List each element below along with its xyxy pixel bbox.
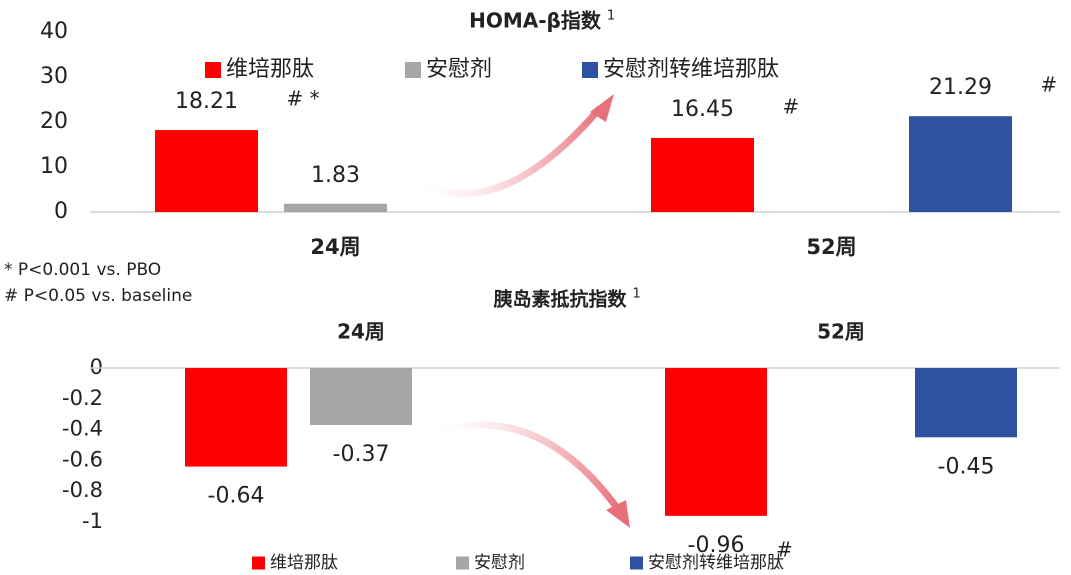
title-superscript: 1 xyxy=(633,287,641,302)
arrowhead xyxy=(590,94,614,122)
y-tick-label: 40 xyxy=(40,19,68,44)
y-tick-label: 0 xyxy=(90,355,103,379)
bar xyxy=(909,116,1012,212)
legend-label: 安慰剂转维培那肽 xyxy=(648,553,784,573)
x-tick-label: 24周 xyxy=(337,320,385,344)
legend-swatch xyxy=(252,556,265,570)
y-tick-label: -1 xyxy=(82,509,103,533)
significance-note: # xyxy=(1041,73,1058,97)
y-tick-label: 0 xyxy=(54,199,68,224)
value-label: -0.96 xyxy=(688,533,745,558)
bar xyxy=(310,368,412,425)
bar xyxy=(185,368,287,467)
legend-label: 安慰剂 xyxy=(474,553,525,573)
footnote: * P<0.001 vs. PBO xyxy=(4,260,161,280)
bar xyxy=(665,368,767,516)
legend-swatch xyxy=(205,62,221,78)
bar xyxy=(915,368,1017,438)
y-tick-label: -0.8 xyxy=(62,478,103,502)
legend-label: 安慰剂 xyxy=(426,57,492,82)
arrow xyxy=(416,105,603,197)
y-tick-label: 10 xyxy=(40,154,68,179)
x-tick-label: 24周 xyxy=(310,235,360,259)
significance-note: # * xyxy=(287,87,320,111)
significance-note: # xyxy=(783,94,800,118)
y-tick-label: -0.2 xyxy=(62,386,103,410)
legend-swatch xyxy=(582,62,598,78)
legend-label: 维培那肽 xyxy=(270,553,338,573)
title-superscript: 1 xyxy=(607,9,615,24)
y-tick-label: -0.6 xyxy=(62,447,103,471)
x-tick-label: 52周 xyxy=(806,235,856,259)
value-label: 18.21 xyxy=(175,89,238,114)
significance-note: # xyxy=(776,537,793,561)
value-label: -0.37 xyxy=(333,442,390,467)
y-tick-label: -0.4 xyxy=(62,417,103,441)
legend-label: 维培那肽 xyxy=(226,57,314,82)
legend-swatch xyxy=(630,556,643,570)
chart-title: 胰岛素抵抗指数 xyxy=(492,288,627,311)
footnote: # P<0.05 vs. baseline xyxy=(4,286,192,306)
y-tick-label: 20 xyxy=(40,109,68,134)
y-tick-label: 30 xyxy=(40,64,68,89)
arrow xyxy=(434,421,623,515)
legend-swatch xyxy=(456,556,469,570)
legend-label: 安慰剂转维培那肽 xyxy=(603,57,779,82)
chart-title: HOMA-β指数 xyxy=(469,9,602,33)
bar xyxy=(651,137,754,212)
value-label: 1.83 xyxy=(311,163,360,188)
legend-swatch xyxy=(405,62,421,78)
value-label: -0.64 xyxy=(208,484,265,509)
x-tick-label: 52周 xyxy=(817,320,865,344)
bar xyxy=(155,130,258,212)
value-label: 16.45 xyxy=(671,97,734,122)
value-label: 21.29 xyxy=(929,75,992,100)
value-label: -0.45 xyxy=(938,454,995,479)
arrowhead xyxy=(606,500,630,528)
bar xyxy=(284,203,387,212)
